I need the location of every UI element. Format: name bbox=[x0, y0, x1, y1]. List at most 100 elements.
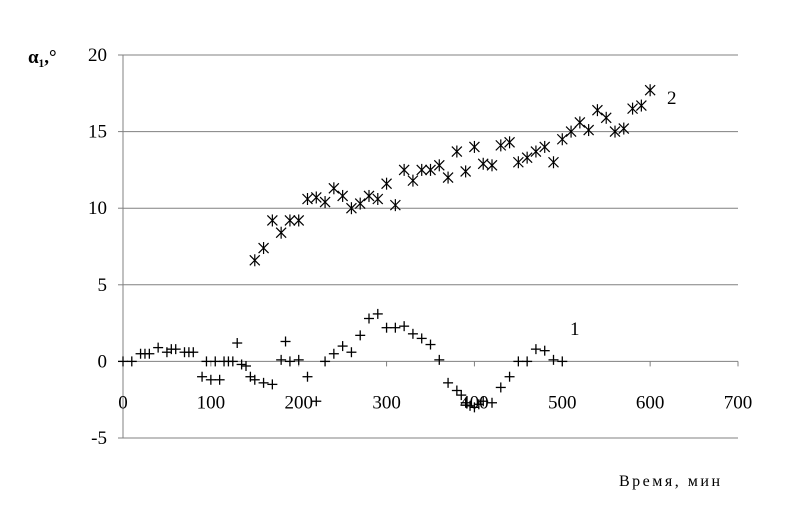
data-point bbox=[451, 145, 463, 158]
data-point bbox=[293, 214, 305, 227]
data-point bbox=[249, 374, 260, 385]
data-point bbox=[583, 124, 595, 137]
data-point bbox=[425, 339, 436, 350]
series-label-2: 2 bbox=[667, 88, 677, 109]
data-point bbox=[460, 165, 472, 178]
data-point bbox=[416, 163, 428, 176]
data-point bbox=[319, 196, 331, 209]
data-point bbox=[293, 354, 304, 365]
data-point bbox=[627, 102, 638, 115]
data-point bbox=[530, 145, 542, 158]
data-point bbox=[381, 177, 392, 190]
data-point bbox=[504, 136, 515, 149]
data-point bbox=[434, 354, 445, 365]
data-point bbox=[153, 342, 164, 353]
x-tick-label: 500 bbox=[548, 392, 577, 413]
data-point bbox=[346, 202, 357, 215]
data-point bbox=[280, 336, 291, 347]
data-point bbox=[456, 390, 467, 401]
data-point bbox=[346, 347, 357, 358]
data-point bbox=[266, 214, 278, 227]
data-point bbox=[267, 379, 278, 390]
data-point bbox=[477, 157, 489, 170]
data-point bbox=[556, 133, 568, 146]
series-label-1: 1 bbox=[570, 319, 580, 340]
y-axis-label: α₁,° bbox=[28, 47, 57, 68]
data-point bbox=[320, 356, 331, 367]
data-point bbox=[495, 382, 506, 393]
data-point bbox=[465, 400, 476, 411]
data-point bbox=[487, 397, 497, 408]
y-tick-labels: -5 0 5 10 15 20 bbox=[88, 45, 107, 449]
data-point bbox=[337, 189, 349, 202]
data-point bbox=[539, 140, 551, 153]
x-tick-labels: 0 100 200 300 400 500 600 700 bbox=[118, 392, 752, 413]
data-point bbox=[363, 189, 375, 202]
data-point bbox=[618, 122, 630, 135]
data-point bbox=[530, 344, 541, 355]
data-point bbox=[118, 356, 128, 367]
data-point bbox=[258, 242, 269, 255]
data-point bbox=[328, 182, 340, 195]
data-point bbox=[197, 371, 208, 382]
data-point bbox=[284, 356, 295, 367]
data-point bbox=[644, 84, 656, 97]
data-point bbox=[144, 348, 155, 359]
data-point bbox=[574, 116, 586, 129]
y-tick-label: 0 bbox=[98, 351, 108, 372]
data-point bbox=[275, 226, 287, 239]
data-point bbox=[407, 328, 418, 339]
data-point bbox=[548, 354, 559, 365]
data-point bbox=[381, 322, 392, 333]
data-point bbox=[451, 385, 462, 396]
data-point bbox=[521, 151, 533, 164]
data-point bbox=[311, 396, 322, 407]
data-point bbox=[205, 374, 216, 385]
data-point bbox=[232, 338, 243, 349]
data-point bbox=[310, 191, 322, 204]
data-point bbox=[557, 356, 568, 367]
data-point bbox=[522, 356, 533, 367]
data-point bbox=[284, 214, 296, 227]
data-point bbox=[442, 171, 454, 184]
data-point bbox=[609, 125, 621, 138]
data-point bbox=[407, 174, 419, 187]
data-point bbox=[398, 163, 410, 176]
data-point bbox=[126, 356, 137, 367]
data-point bbox=[478, 396, 489, 407]
data-point bbox=[227, 356, 238, 367]
data-point bbox=[170, 344, 181, 355]
data-point bbox=[372, 308, 383, 319]
data-point bbox=[210, 356, 221, 367]
data-point bbox=[390, 322, 401, 333]
data-point bbox=[258, 377, 269, 388]
data-point bbox=[425, 163, 436, 176]
data-point bbox=[433, 159, 445, 172]
data-point bbox=[389, 199, 401, 212]
data-point bbox=[565, 125, 577, 138]
data-point bbox=[504, 371, 515, 382]
data-point bbox=[592, 104, 603, 117]
data-point bbox=[328, 348, 339, 359]
data-point bbox=[548, 156, 559, 169]
data-point bbox=[302, 193, 313, 206]
grid-lines bbox=[123, 54, 738, 439]
data-point bbox=[416, 333, 427, 344]
series-1 bbox=[118, 308, 568, 413]
data-point bbox=[364, 313, 374, 324]
x-tick-label: 100 bbox=[197, 392, 226, 413]
x-tick-label: 200 bbox=[284, 392, 313, 413]
data-point bbox=[399, 321, 410, 332]
x-tick-label: 700 bbox=[724, 392, 753, 413]
data-point bbox=[249, 254, 261, 267]
x-axis-label: Время, мин bbox=[619, 473, 723, 490]
data-point bbox=[635, 99, 647, 112]
data-point bbox=[276, 354, 287, 365]
data-point bbox=[512, 156, 524, 169]
data-point bbox=[539, 345, 550, 356]
x-tick-label: 0 bbox=[118, 392, 128, 413]
y-tick-label: 20 bbox=[88, 45, 107, 66]
y-tick-label: 15 bbox=[88, 122, 107, 143]
data-point bbox=[600, 111, 612, 124]
